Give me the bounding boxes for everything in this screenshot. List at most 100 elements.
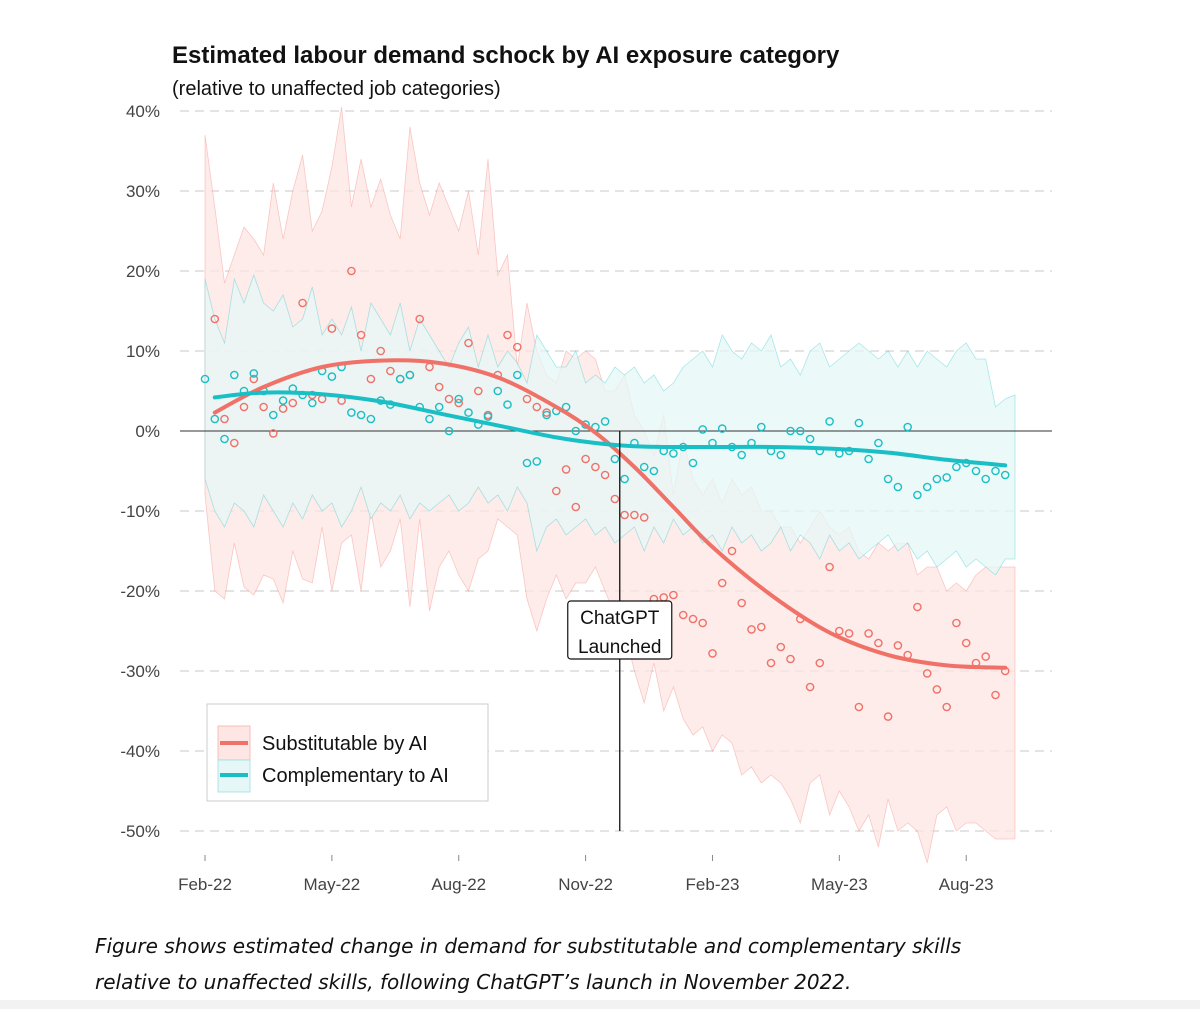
data-point-substitutable [747,625,756,634]
y-tick-label: 20% [126,262,160,281]
chatgpt-annotation: ChatGPT Launched [567,431,673,831]
data-point-substitutable [347,266,356,276]
data-point-substitutable [552,486,561,496]
data-point-substitutable [513,342,522,352]
data-point-complementary [513,370,522,380]
y-tick-label: -10% [120,502,160,521]
data-point-substitutable [874,638,883,648]
data-point-complementary [737,450,747,460]
data-point-substitutable [942,702,952,712]
x-tick-label: May-23 [811,875,868,894]
data-point-substitutable [766,658,776,668]
x-tick-label: Feb-23 [686,875,740,894]
data-point-substitutable [805,682,815,692]
data-point-complementary [854,418,864,428]
data-point-substitutable [913,602,922,612]
data-point-complementary [503,400,512,409]
y-tick-label: 0% [135,422,160,441]
data-point-complementary [493,386,503,396]
data-point-complementary [786,426,795,436]
data-point-complementary [405,370,415,380]
data-point-substitutable [844,629,854,638]
data-point-complementary [757,422,766,432]
data-point-complementary [649,466,659,476]
data-point-substitutable [444,394,454,404]
data-point-substitutable [532,402,542,412]
data-point-substitutable [454,398,464,408]
data-point-complementary [542,410,551,420]
data-point-substitutable [727,546,737,556]
data-point-complementary [532,457,542,466]
data-point-complementary [229,370,239,380]
data-point-substitutable [835,626,844,636]
data-point-complementary [981,474,991,484]
data-point-complementary [571,426,581,436]
data-point-substitutable [698,618,708,628]
data-point-complementary [717,424,727,433]
data-point-complementary [434,402,444,412]
data-point-complementary [893,482,903,492]
trend-lines [212,358,1008,670]
data-point-substitutable [210,314,220,324]
data-point-substitutable [630,510,639,520]
data-point-complementary [327,372,337,381]
data-point-complementary [395,374,405,384]
data-point-complementary [805,434,815,444]
y-tick-label: -40% [120,742,160,761]
data-point-substitutable [464,338,473,348]
data-point-substitutable [278,404,288,413]
data-point-substitutable [893,641,903,650]
data-point-complementary [874,438,883,448]
data-point-complementary [307,398,317,408]
data-point-complementary [249,369,259,378]
data-point-substitutable [561,465,571,474]
data-point-substitutable [883,712,893,721]
data-point-substitutable [688,614,698,624]
y-tick-label: -30% [120,662,160,681]
data-point-complementary [883,474,893,484]
annotation-line-2: Launched [578,637,661,658]
data-point-substitutable [259,402,268,412]
data-point-substitutable [600,470,610,480]
data-point-complementary [600,417,610,426]
legend-label-substitutable: Substitutable by AI [262,733,428,755]
data-point-complementary [688,458,698,468]
bottom-strip [0,1000,1200,1009]
data-point-complementary [952,462,961,472]
data-point-complementary [483,412,493,421]
data-point-complementary [864,454,873,464]
annotation-line-1: ChatGPT [580,608,660,629]
y-tick-label: -50% [120,822,160,841]
legend-label-complementary: Complementary to AI [262,765,449,787]
data-point-substitutable [620,510,629,520]
data-point-substitutable [737,598,747,608]
axes: 40% 30% 20% 10% 0% -10% -20% -30% -40% -50% Feb-22… [120,102,1052,894]
data-point-substitutable [229,438,239,448]
data-point-complementary [796,426,805,436]
data-point-complementary [278,396,288,405]
data-point-substitutable [581,454,590,464]
y-tick-label: 10% [126,342,160,361]
data-point-complementary [942,473,952,482]
data-point-complementary [903,422,913,432]
data-point-complementary [932,474,942,484]
data-point-substitutable [610,494,620,504]
data-point-substitutable [854,702,864,712]
data-point-complementary [639,462,649,472]
data-point-substitutable [708,649,717,658]
legend: Substitutable by AI Complementary to AI [206,703,489,802]
data-point-complementary [444,426,454,436]
data-point-complementary [356,410,366,420]
data-point-complementary [347,408,356,417]
data-point-complementary [610,454,620,464]
data-point-complementary [454,394,464,404]
data-point-substitutable [757,622,766,632]
data-point-substitutable [542,408,551,417]
data-point-substitutable [386,366,395,376]
data-point-complementary [991,466,1000,476]
data-point-substitutable [981,652,991,661]
data-point-substitutable [327,324,337,333]
chart-title: Estimated labour demand schock by AI exp… [172,42,840,69]
data-point-substitutable [522,394,532,404]
